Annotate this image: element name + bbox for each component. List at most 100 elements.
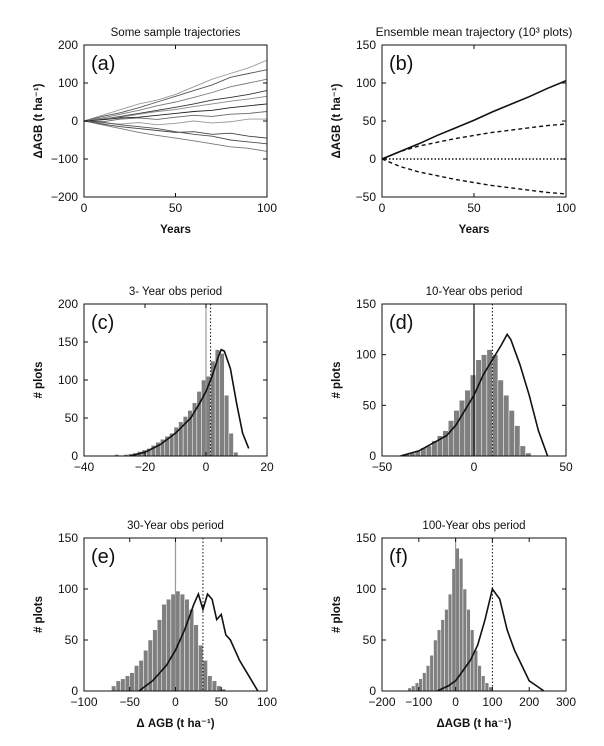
histogram-bar [414,682,420,691]
y-tick-label: −50 [356,190,377,204]
chart-title: Some sample trajectories [111,27,241,39]
y-tick-label: 50 [363,398,377,412]
histogram-bar [152,629,158,691]
series-line [84,69,267,122]
plot-area [84,59,267,152]
y-axis-label: ΔAGB (t ha⁻¹) [33,83,45,158]
x-tick-label: 100 [556,201,576,215]
x-tick-label: −100 [405,695,432,709]
histogram-bar [470,374,477,456]
y-tick-label: 150 [58,335,78,349]
histogram-bar [488,686,493,691]
plot-area [400,304,549,456]
panel-label: (f) [389,546,408,568]
x-tick-label: −50 [120,695,141,709]
histogram-bar [425,445,432,456]
x-tick-label: 0 [172,695,179,709]
y-tick-label: 50 [363,114,377,128]
chart-title: Ensemble mean trajectory (10³ plots) [376,25,573,39]
histogram-bar [161,604,167,691]
panel-label: (d) [389,312,413,334]
x-tick-label: 100 [482,695,502,709]
histogram-bar [464,389,471,456]
histogram-bar [138,660,144,691]
y-tick-label: 150 [58,531,78,545]
chart-title: 30-Year obs period [127,520,224,532]
histogram-bar [193,624,199,691]
y-tick-label: 100 [58,373,78,387]
panel-label: (a) [91,53,115,75]
x-tick-label: 0 [471,460,478,474]
series-line [84,120,267,145]
y-tick-label: 0 [369,152,376,166]
y-tick-label: 50 [363,633,377,647]
y-tick-label: 100 [356,76,376,90]
histogram-bar [129,672,135,691]
y-tick-label: 0 [71,449,78,463]
histogram-bar [497,379,504,456]
series-line [84,103,267,122]
histogram-bar [211,680,217,691]
histogram-bar [166,598,172,691]
series-line [382,158,566,195]
y-tick-label: 50 [65,633,79,647]
series-line [84,118,267,126]
series-line [84,95,267,122]
histogram-bar [433,639,438,691]
histogram-bar [514,425,521,456]
x-tick-label: 100 [257,695,277,709]
x-tick-label: 50 [467,201,481,215]
y-tick-label: 0 [369,684,376,698]
histogram-bar [473,649,478,691]
plot-area [114,304,250,456]
x-tick-label: 20 [260,460,274,474]
histogram-bar [156,619,163,691]
x-tick-label: −20 [135,460,156,474]
chart-panel-f: 100-Year obs period (f) −200 −100 0 100 200 300… [331,520,576,730]
x-tick-label: −50 [372,460,393,474]
x-axis-label: Years [160,224,191,236]
histogram-bar [436,629,442,691]
histogram-bar [484,682,489,691]
y-tick-label: 100 [58,76,78,90]
histogram-bar [475,359,482,456]
distribution-curve [400,332,549,456]
histogram-bar [216,685,222,691]
chart-panel-b: Ensemble mean trajectory (10³ plots) (b) 0… [331,25,576,236]
plot-area [382,79,566,195]
x-tick-label: −40 [74,460,95,474]
histogram-bar [179,593,185,691]
chart-title: 3- Year obs period [129,286,222,298]
y-tick-label: 50 [65,411,79,425]
histogram-bar [453,410,460,456]
histogram-bar [170,593,176,691]
x-tick-label: 300 [556,695,576,709]
histogram-bar [202,660,208,691]
histogram-bar [111,685,117,691]
histogram-bar [519,445,526,456]
histogram-bar [233,451,239,456]
distribution-curve [138,591,259,691]
histogram-bar [219,353,225,456]
chart-panel-e: 30-Year obs period (e) −100 −50 0 50 100 0 50 100… [33,520,277,730]
histogram-bar [115,680,121,691]
series-line [84,111,267,123]
histogram-bar [444,609,449,691]
panel-label: (b) [389,53,413,75]
x-tick-label: 0 [379,201,386,215]
y-tick-label: 150 [356,531,376,545]
histogram-bar [120,678,126,691]
histogram-bar [459,400,466,456]
histogram-bar [481,675,486,691]
x-tick-label: 0 [203,460,210,474]
chart-title: 10-Year obs period [426,286,523,298]
x-tick-label: 50 [169,201,183,215]
series-line [84,59,267,122]
y-tick-label: 150 [356,38,376,52]
y-axis-label: # plots [33,596,45,633]
y-tick-label: 0 [369,449,376,463]
histogram-bar [503,394,510,456]
histogram-bar [418,678,423,691]
